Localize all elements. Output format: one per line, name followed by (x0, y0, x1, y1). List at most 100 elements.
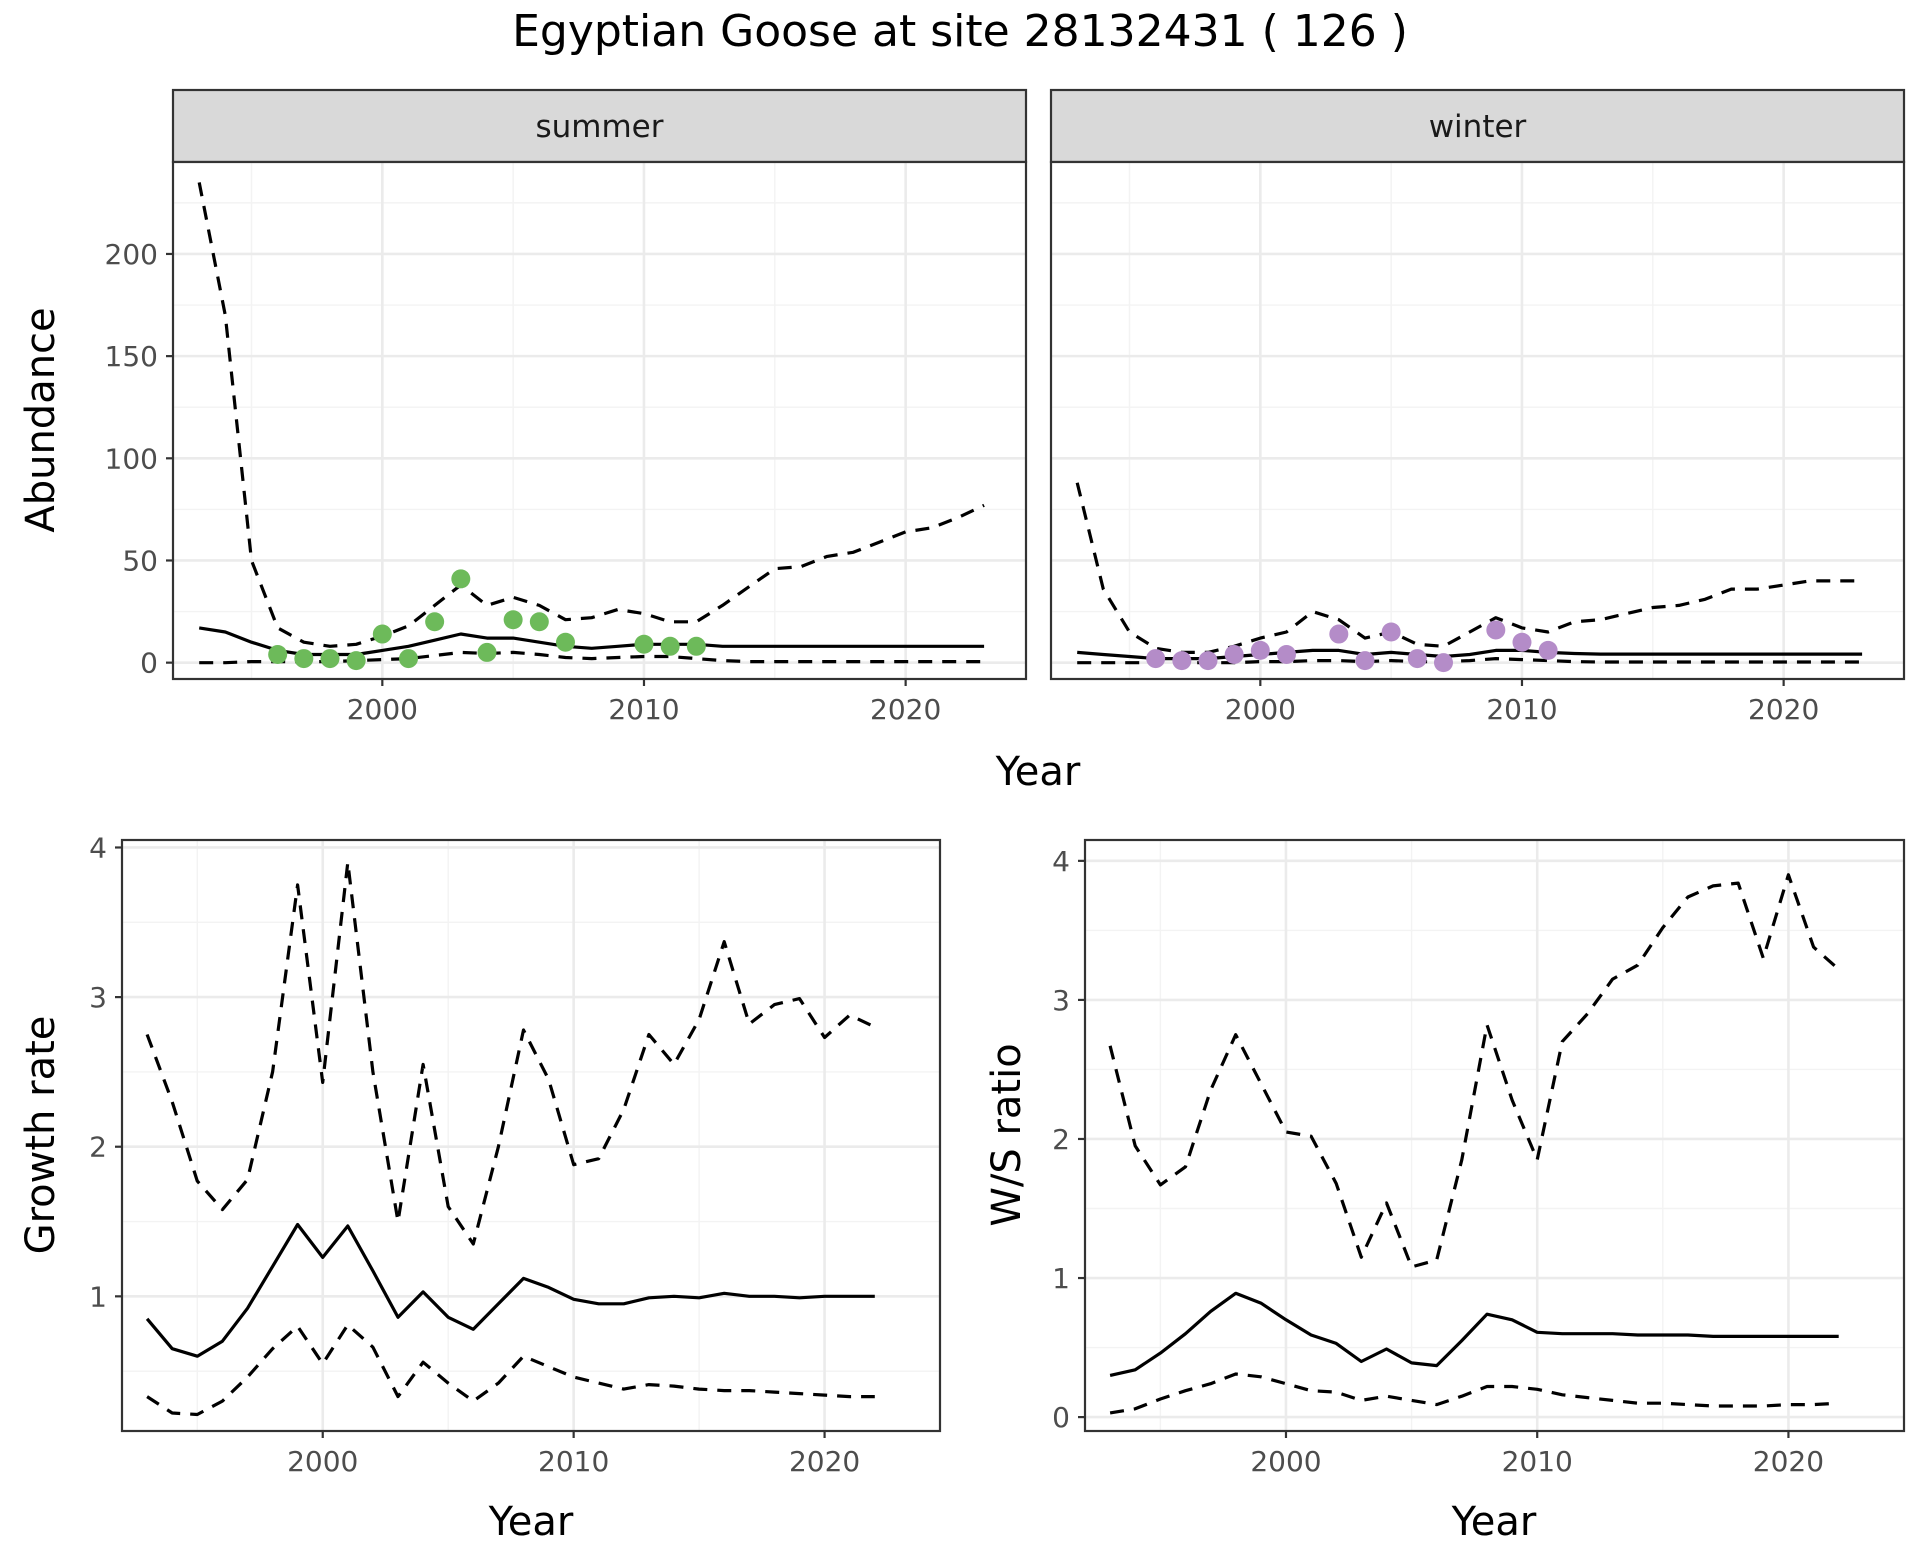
y-tick-label: 2 (1052, 1123, 1070, 1156)
series-upper-line (197, 182, 985, 648)
observed-count-point (346, 651, 366, 671)
observed-count-point (529, 612, 549, 632)
series-estimate-line (1109, 1291, 1839, 1377)
growth-gridlines (122, 840, 940, 1431)
x-tick-label: 2010 (1486, 693, 1557, 726)
observed-count-point (1146, 649, 1166, 669)
y-tick-label: 150 (105, 340, 158, 373)
ws-gridlines (1085, 840, 1904, 1431)
series-estimate-line (145, 1222, 875, 1358)
x-tick-label: 2020 (789, 1445, 860, 1478)
growth-y-axis: 1 2 3 4 (89, 831, 122, 1313)
growth-x-axis-title: Year (488, 1499, 574, 1545)
observed-count-point (634, 634, 654, 654)
y-tick-label: 3 (89, 981, 107, 1014)
y-tick-label: 2 (89, 1131, 107, 1164)
summer-panel-border (171, 160, 1028, 681)
y-tick-label: 200 (105, 238, 158, 271)
observed-count-point (1250, 640, 1270, 660)
winter-panel: winter 2000 2010 2020 (1049, 88, 1906, 726)
observed-count-point (1276, 644, 1296, 664)
observed-count-point (555, 632, 575, 652)
x-tick-label: 2020 (1753, 1445, 1824, 1478)
observed-count-point (1381, 622, 1401, 642)
observed-count-point (320, 649, 340, 669)
growth-plot-area (122, 840, 940, 1431)
y-tick-label: 0 (1052, 1401, 1070, 1434)
x-tick-label: 2010 (538, 1445, 609, 1478)
ws-y-axis: 0 1 2 3 4 (1052, 845, 1085, 1434)
summer-observed-points (268, 569, 706, 671)
summer-x-axis: 2000 2010 2020 (347, 679, 941, 726)
y-tick-label: 100 (105, 442, 158, 475)
summer-panel: summer 0 50 100 150 200 2000 2010 2020 (105, 88, 1028, 726)
summer-plot-area (173, 162, 1026, 679)
observed-count-point (268, 644, 288, 664)
abundance-y-axis-title: Abundance (18, 307, 64, 532)
growth-x-axis: 2000 2010 2020 (287, 1431, 860, 1478)
y-tick-label: 4 (1052, 845, 1070, 878)
x-tick-label: 2000 (287, 1445, 358, 1478)
x-tick-label: 2000 (1225, 693, 1296, 726)
ws-series (1108, 873, 1840, 1415)
observed-count-point (1198, 651, 1218, 671)
observed-count-point (1407, 649, 1427, 669)
observed-count-point (1329, 624, 1349, 644)
winter-plot-area (1051, 162, 1904, 679)
x-tick-label: 2020 (870, 693, 941, 726)
figure-title: Egyptian Goose at site 28132431 ( 126 ) (512, 6, 1408, 57)
summer-strip (171, 88, 1028, 164)
observed-count-point (398, 649, 418, 669)
y-tick-label: 4 (89, 831, 107, 864)
x-tick-label: 2010 (1502, 1445, 1573, 1478)
ws-x-axis-title: Year (1451, 1499, 1537, 1545)
winter-strip (1049, 88, 1906, 164)
observed-count-point (1486, 620, 1506, 640)
observed-count-point (1538, 640, 1558, 660)
x-tick-label: 2000 (1250, 1445, 1321, 1478)
series-upper-line (145, 860, 876, 1246)
abundance-plot: summer 0 50 100 150 200 2000 2010 2020 winter … (18, 88, 1906, 795)
winter-observed-points (1146, 620, 1558, 673)
observed-count-point (686, 636, 706, 656)
ws-y-axis-title: W/S ratio (984, 1043, 1030, 1226)
winter-x-axis: 2000 2010 2020 (1225, 679, 1819, 726)
x-tick-label: 2000 (347, 693, 418, 726)
observed-count-point (503, 610, 523, 630)
x-tick-label: 2010 (608, 693, 679, 726)
ws-panel-border (1083, 838, 1906, 1433)
y-tick-label: 3 (1052, 984, 1070, 1017)
winter-strip-label: winter (1429, 109, 1527, 145)
y-tick-label: 50 (122, 544, 158, 577)
observed-count-point (1433, 653, 1453, 673)
summer-gridlines (173, 162, 1026, 679)
growth-rate-plot: 1 2 3 4 2000 2010 2020 Year Growth rate (18, 831, 942, 1545)
observed-count-point (1512, 632, 1532, 652)
observed-count-point (1224, 644, 1244, 664)
winter-gridlines (1051, 162, 1904, 679)
observed-count-point (1172, 651, 1192, 671)
observed-count-point (451, 569, 471, 589)
observed-count-point (477, 642, 497, 662)
observed-count-point (1355, 651, 1375, 671)
winter-panel-border (1049, 160, 1906, 681)
summer-strip-label: summer (535, 109, 663, 145)
series-lower-line (1109, 1372, 1839, 1415)
observed-count-point (372, 624, 392, 644)
y-tick-label: 0 (140, 647, 158, 680)
y-tick-label: 1 (89, 1280, 107, 1313)
observed-count-point (294, 649, 314, 669)
growth-panel-border (120, 838, 942, 1433)
ws-x-axis: 2000 2010 2020 (1250, 1431, 1824, 1478)
ws-ratio-plot: 0 1 2 3 4 2000 2010 2020 Year W/S ratio (984, 838, 1906, 1545)
series-lower-line (146, 1323, 875, 1417)
observed-count-point (425, 612, 445, 632)
y-tick-label: 1 (1052, 1262, 1070, 1295)
growth-y-axis-title: Growth rate (18, 1016, 64, 1255)
series-upper-line (1108, 873, 1840, 1269)
observed-count-point (660, 636, 680, 656)
ws-plot-area (1085, 840, 1904, 1431)
abundance-y-axis: 0 50 100 150 200 (105, 238, 173, 680)
x-tick-label: 2020 (1748, 693, 1819, 726)
